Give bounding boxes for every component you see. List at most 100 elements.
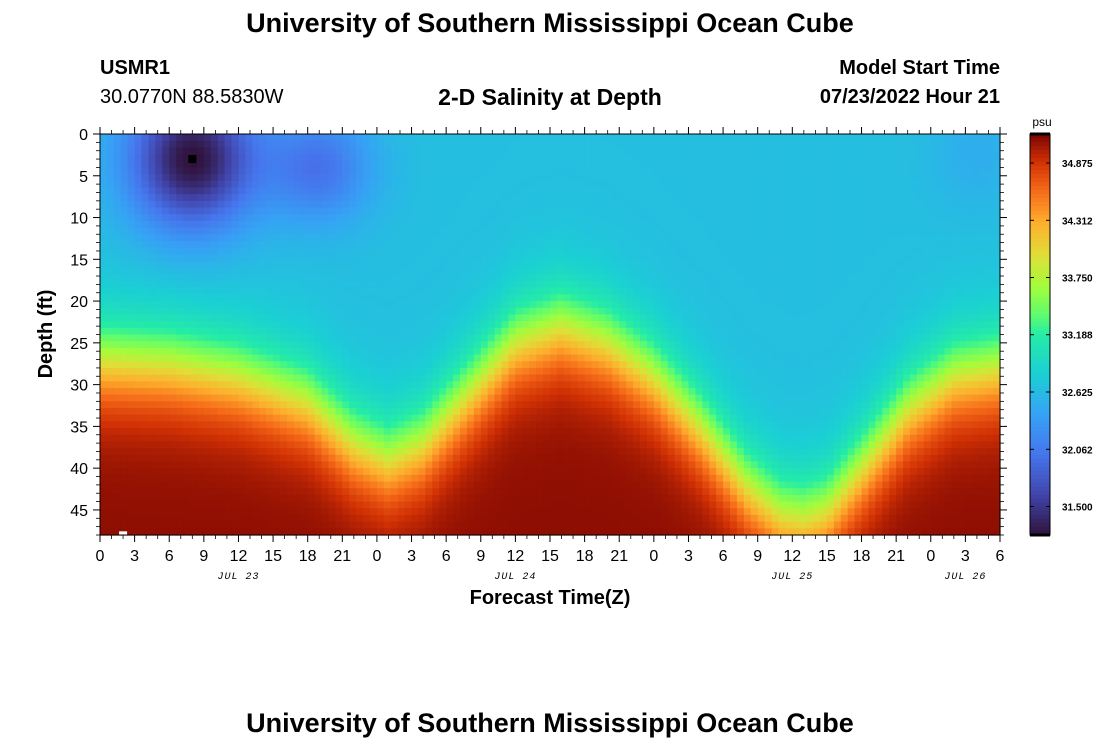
heatmap-cell (307, 240, 316, 249)
heatmap-cell (785, 361, 793, 369)
heatmap-cell (847, 234, 856, 242)
heatmap-cell (349, 154, 357, 162)
heatmap-cell (799, 334, 807, 342)
heatmap-cell (979, 174, 987, 182)
heatmap-cell (771, 374, 780, 382)
heatmap-cell (896, 154, 904, 162)
heatmap-cell (439, 354, 447, 362)
heatmap-cell (141, 374, 150, 382)
heatmap-cell (356, 274, 364, 282)
heatmap-cell (896, 207, 904, 215)
heatmap-cell (487, 247, 496, 255)
heatmap-cell (390, 260, 399, 269)
heatmap-cell (356, 267, 364, 275)
heatmap-cell (370, 227, 378, 235)
heatmap-cell (252, 321, 260, 329)
heatmap-cell (286, 347, 295, 356)
heatmap-cell (958, 180, 966, 189)
heatmap-cell (577, 194, 586, 202)
heatmap-cell (813, 281, 821, 289)
heatmap-cell (799, 220, 807, 229)
heatmap-cell (466, 287, 475, 295)
heatmap-cell (695, 167, 703, 175)
heatmap-cell (446, 147, 454, 155)
heatmap-cell (778, 207, 786, 215)
heatmap-cell (245, 154, 253, 162)
heatmap-cell (280, 361, 288, 369)
heatmap-cell (570, 347, 579, 356)
heatmap-cell (930, 361, 939, 369)
heatmap-cell (833, 294, 842, 302)
heatmap-cell (100, 281, 108, 289)
heatmap-cell (383, 267, 392, 275)
heatmap-cell (570, 374, 579, 382)
heatmap-cell (155, 247, 163, 255)
heatmap-cell (937, 234, 946, 242)
heatmap-cell (266, 240, 274, 249)
heatmap-cell (411, 220, 420, 229)
heatmap-cell (972, 134, 980, 142)
heatmap-cell (681, 174, 690, 182)
heatmap-cell (736, 307, 745, 316)
heatmap-cell (432, 307, 440, 316)
heatmap-cell (453, 134, 461, 142)
heatmap-cell (930, 374, 939, 382)
heatmap-cell (397, 327, 406, 336)
heatmap-cell (923, 254, 932, 262)
heatmap-cell (986, 247, 994, 255)
heatmap-cell (307, 347, 316, 356)
heatmap-cell (515, 240, 523, 249)
heatmap-cell (134, 301, 143, 309)
heatmap-cell (958, 194, 966, 202)
heatmap-cell (826, 321, 835, 329)
heatmap-cell (743, 167, 752, 175)
heatmap-cell (473, 167, 482, 175)
heatmap-cell (245, 347, 253, 356)
heatmap-cell (183, 180, 191, 189)
heatmap-cell (307, 167, 316, 175)
heatmap-cell (480, 214, 489, 222)
heatmap-cell (937, 174, 946, 182)
heatmap-cell (861, 140, 870, 148)
heatmap-cell (563, 187, 572, 195)
heatmap-cell (958, 167, 966, 175)
heatmap-cell (183, 294, 191, 302)
heatmap-cell (300, 321, 309, 329)
heatmap-cell (591, 314, 600, 322)
heatmap-cell (626, 287, 634, 295)
heatmap-cell (619, 260, 627, 269)
heatmap-cell (349, 247, 357, 255)
heatmap-cell (106, 200, 115, 209)
heatmap-cell (750, 174, 759, 182)
heatmap-cell (183, 160, 191, 169)
heatmap-cell (190, 281, 198, 289)
heatmap-cell (730, 234, 738, 242)
heatmap-cell (120, 314, 129, 322)
heatmap-cell (882, 134, 890, 142)
heatmap-cell (958, 207, 966, 215)
heatmap-cell (799, 240, 807, 249)
heatmap-cell (889, 301, 897, 309)
heatmap-cell (695, 307, 703, 316)
heatmap-cell (231, 321, 240, 329)
heatmap-cell (113, 187, 122, 195)
heatmap-cell (570, 314, 579, 322)
heatmap-cell (736, 180, 745, 189)
heatmap-cell (854, 321, 863, 329)
heatmap-cell (363, 387, 371, 396)
heatmap-cell (972, 361, 980, 369)
heatmap-cell (889, 361, 897, 369)
heatmap-cell (951, 180, 960, 189)
heatmap-cell (972, 220, 980, 229)
heatmap-cell (328, 147, 336, 155)
heatmap-cell (342, 134, 350, 142)
heatmap-cell (300, 301, 309, 309)
heatmap-cell (916, 307, 925, 316)
heatmap-cell (148, 214, 156, 222)
heatmap-cell (106, 374, 115, 382)
heatmap-cell (826, 200, 835, 209)
heatmap-cell (750, 361, 759, 369)
heatmap-cell (736, 234, 745, 242)
heatmap-cell (570, 361, 579, 369)
heatmap-cell (951, 214, 960, 222)
